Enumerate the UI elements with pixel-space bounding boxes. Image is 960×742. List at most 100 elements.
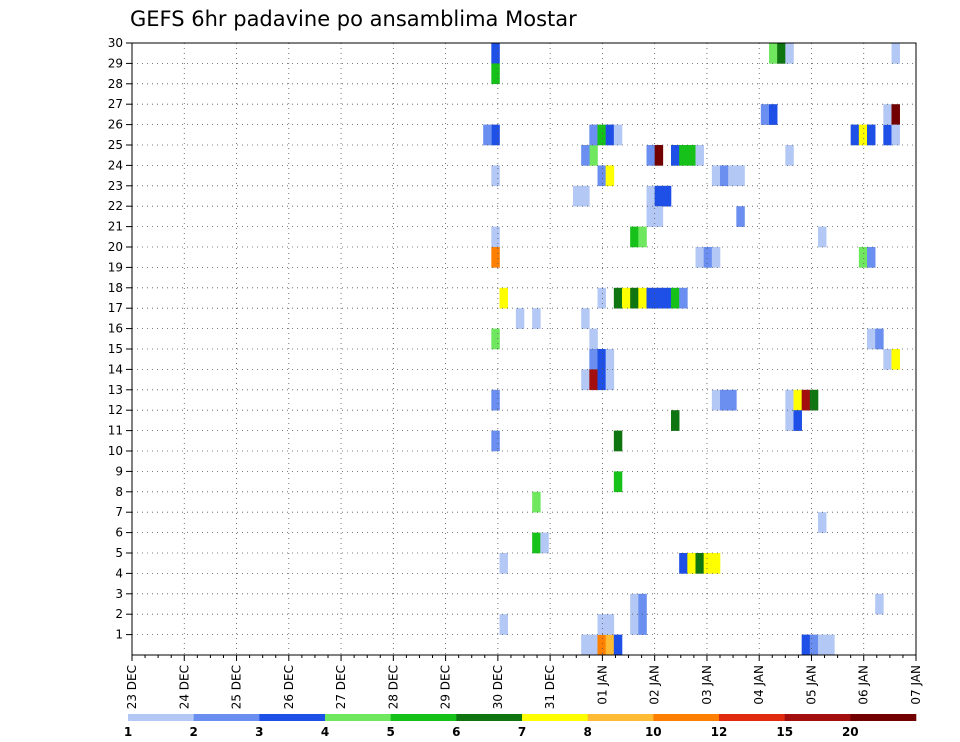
data-cell: [589, 349, 598, 370]
data-cell: [638, 614, 647, 635]
data-cell: [491, 389, 500, 411]
x-tick-label: 03 JAN: [700, 665, 714, 705]
data-cell: [589, 634, 598, 656]
data-cell: [867, 247, 876, 268]
data-cell: [785, 145, 794, 166]
legend-label: 3: [255, 725, 263, 739]
y-tick-label: 8: [115, 485, 123, 499]
data-cell: [809, 389, 819, 411]
data-cell: [703, 553, 713, 574]
legend-label: 5: [387, 725, 395, 739]
data-cell: [769, 104, 778, 125]
data-cell: [736, 165, 745, 187]
legend-swatch: [193, 714, 260, 721]
data-cell: [613, 430, 623, 452]
legend-swatch: [456, 714, 523, 721]
data-cell: [597, 614, 606, 635]
data-cell: [597, 369, 606, 391]
data-cell: [703, 247, 713, 268]
legend-swatch: [259, 714, 326, 721]
y-tick-label: 24: [108, 158, 123, 172]
legend-swatch: [653, 714, 720, 721]
data-cell: [695, 247, 704, 268]
data-cell: [589, 145, 598, 166]
x-tick-label: 27 DEC: [334, 665, 348, 709]
color-legend: 1 2 3 4 5 6 7 8 10 12 15 20: [124, 714, 917, 739]
legend-label: 8: [584, 725, 592, 739]
data-cell: [613, 634, 623, 656]
data-cell: [589, 328, 598, 350]
x-tick-label: 02 JAN: [648, 665, 662, 705]
data-cell: [818, 634, 827, 656]
data-cell: [499, 553, 508, 574]
legend-label: 10: [645, 725, 662, 739]
data-cell: [638, 287, 647, 309]
data-cell: [491, 165, 500, 187]
data-cell: [630, 287, 639, 309]
data-cell: [662, 185, 672, 207]
y-tick-label: 20: [108, 240, 123, 254]
x-tick-label: 28 DEC: [386, 665, 400, 709]
data-cell: [801, 389, 811, 411]
legend-label: 15: [776, 725, 793, 739]
data-cell: [654, 185, 664, 207]
data-cell: [491, 247, 500, 268]
data-cell: [597, 287, 606, 309]
data-cell: [532, 491, 541, 513]
data-cell: [499, 614, 508, 635]
data-cell: [581, 634, 590, 656]
legend-swatch: [587, 714, 654, 721]
x-tick-label: 30 DEC: [491, 665, 505, 709]
y-tick-label: 18: [108, 281, 123, 295]
data-cell: [613, 471, 623, 493]
data-cell: [581, 308, 590, 329]
data-cell: [630, 614, 639, 635]
data-cell: [858, 124, 868, 146]
data-cell: [581, 185, 590, 207]
data-cell: [711, 165, 721, 187]
legend-swatch: [784, 714, 851, 721]
x-tick-label: 24 DEC: [177, 665, 191, 709]
legend-label: 1: [124, 725, 132, 739]
y-tick-label: 1: [115, 628, 123, 642]
data-cell: [605, 165, 615, 187]
y-tick-label: 9: [115, 464, 123, 478]
data-cell: [654, 287, 664, 309]
y-axis: 1234567891011121314151617181920212223242…: [108, 36, 132, 642]
data-cell: [785, 389, 794, 411]
legend-label: 7: [518, 725, 526, 739]
data-cell: [499, 287, 508, 309]
data-cell: [597, 165, 606, 187]
data-cell: [540, 532, 549, 554]
data-cell: [801, 634, 811, 656]
data-cell: [581, 369, 590, 391]
data-cell: [671, 287, 680, 309]
data-cell: [687, 145, 696, 166]
data-cell: [671, 145, 680, 166]
data-cell: [793, 410, 802, 431]
data-cell: [687, 553, 696, 574]
data-cell: [720, 389, 729, 411]
data-cell: [736, 206, 745, 227]
data-cell: [605, 614, 615, 635]
data-cell: [597, 634, 606, 656]
data-cell: [891, 104, 900, 125]
y-tick-label: 16: [108, 322, 123, 336]
legend-label: 4: [321, 725, 329, 739]
data-cell: [850, 124, 860, 146]
y-tick-label: 14: [108, 362, 123, 376]
y-tick-label: 2: [115, 607, 123, 621]
data-cell: [679, 287, 688, 309]
data-cell: [891, 124, 900, 146]
x-tick-label: 06 JAN: [857, 665, 871, 705]
data-cell: [785, 43, 794, 64]
y-tick-label: 27: [108, 97, 123, 111]
y-tick-label: 25: [108, 138, 123, 152]
legend-label: 12: [711, 725, 728, 739]
x-tick-label: 31 DEC: [543, 665, 557, 709]
x-tick-label: 07 JAN: [909, 665, 923, 705]
data-cell: [720, 165, 729, 187]
data-cell: [532, 308, 541, 329]
grid-lines: [132, 43, 917, 655]
